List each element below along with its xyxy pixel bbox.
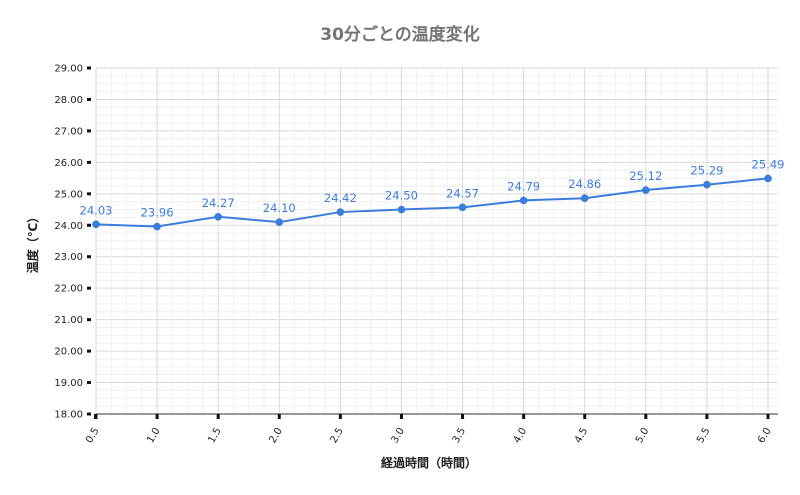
x-tick-mark: [155, 414, 159, 419]
data-label: 24.57: [446, 186, 479, 200]
data-point: [397, 205, 406, 214]
x-tick-label: 6.0: [756, 426, 773, 445]
y-tick-mark: [87, 160, 91, 164]
series-line: [95, 177, 769, 228]
data-label: 23.96: [141, 206, 174, 220]
chart-title: 30分ごとの温度変化: [320, 24, 480, 45]
y-tick-label: 24.00: [54, 221, 83, 232]
data-point: [92, 220, 100, 229]
x-tick-mark: [705, 414, 709, 419]
x-tick-label: 4.0: [512, 426, 529, 445]
x-tick-mark: [399, 414, 403, 419]
y-tick-label: 22.00: [54, 284, 83, 295]
x-tick-label: 2.5: [328, 426, 345, 445]
gridlines: [95, 67, 778, 415]
data-label: 24.10: [263, 201, 296, 215]
x-tick-mark: [277, 414, 281, 419]
data-label: 24.42: [324, 191, 357, 205]
y-tick-label: 20.00: [54, 347, 83, 358]
x-tick-mark: [461, 414, 465, 419]
data-label: 25.12: [629, 169, 662, 183]
y-tick-label: 28.00: [54, 95, 83, 106]
data-label: 24.03: [80, 203, 113, 217]
data-point: [642, 186, 650, 194]
y-tick-label: 23.00: [54, 252, 83, 263]
data-point: [153, 222, 161, 231]
y-tick-mark: [87, 97, 91, 101]
data-point: [703, 180, 711, 189]
y-tick-mark: [87, 318, 91, 322]
x-tick-label: 1.5: [206, 426, 223, 445]
data-point: [519, 196, 528, 205]
data-point: [458, 203, 467, 212]
y-tick-label: 27.00: [54, 126, 83, 137]
data-label: 24.86: [568, 177, 601, 191]
y-tick-label: 25.00: [54, 189, 83, 200]
x-tick-label: 0.5: [84, 426, 101, 445]
y-tick-label: 29.00: [54, 64, 83, 75]
data-label: 24.79: [507, 179, 540, 193]
x-tick-label: 2.0: [267, 426, 284, 445]
y-tick-mark: [87, 192, 91, 196]
y-tick-mark: [87, 349, 91, 353]
y-axis-title: 温度（℃）: [25, 211, 40, 274]
x-tick-label: 5.0: [634, 426, 651, 445]
data-label: 25.49: [752, 157, 785, 171]
series-temperature: [92, 174, 772, 231]
x-tick-mark: [216, 414, 220, 419]
x-tick-label: 5.5: [695, 426, 712, 445]
axes: 18.00 19.00 20.00 21.00 22.00 23.00 24.00 25.00…: [54, 64, 778, 445]
x-tick-label: 3.0: [390, 426, 407, 445]
data-point: [275, 218, 284, 226]
y-tick-label: 21.00: [54, 315, 83, 326]
data-point: [336, 208, 345, 216]
x-tick-mark: [338, 414, 342, 419]
x-tick-mark: [94, 414, 97, 419]
x-tick-mark: [583, 414, 587, 419]
x-tick-mark: [766, 414, 770, 419]
x-axis-title: 経過時間（時間）: [381, 455, 477, 470]
y-tick-mark: [87, 286, 91, 290]
y-tick-mark: [87, 412, 91, 416]
y-tick-label: 19.00: [54, 378, 83, 389]
x-tick-label: 1.0: [145, 426, 162, 445]
data-point: [580, 194, 589, 203]
y-tick-mark: [87, 129, 91, 133]
y-tick-mark: [87, 255, 91, 259]
data-label: 24.27: [202, 196, 235, 210]
x-tick-mark: [644, 414, 648, 419]
y-tick-mark: [87, 223, 91, 227]
x-tick-mark: [522, 414, 526, 419]
x-tick-label: 4.5: [573, 426, 590, 445]
x-tick-label: 3.5: [451, 426, 468, 445]
data-point: [764, 174, 772, 183]
y-tick-mark: [87, 381, 91, 385]
y-tick-label: 18.00: [54, 410, 83, 421]
y-tick-mark: [87, 66, 91, 70]
data-labels: 24.03 23.96 24.27 24.10 24.42 24.50 24.57 24.79…: [80, 157, 785, 219]
data-label: 25.29: [690, 164, 723, 178]
data-point: [214, 212, 222, 221]
data-label: 24.50: [385, 189, 418, 203]
y-tick-label: 26.00: [54, 158, 83, 169]
